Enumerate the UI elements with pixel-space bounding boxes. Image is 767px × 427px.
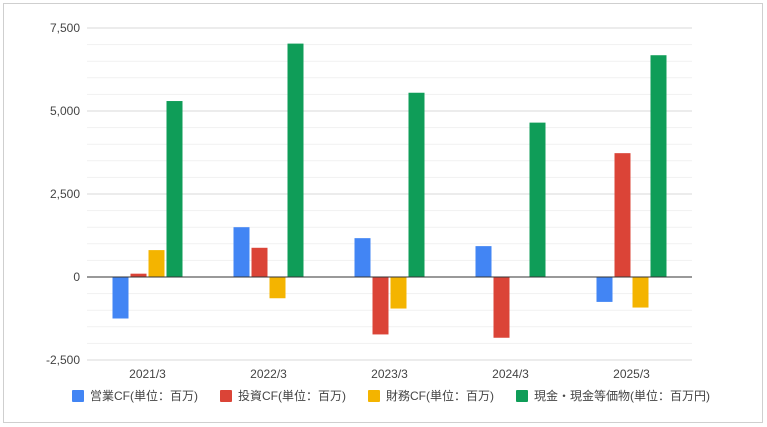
y-tick-label: 7,500 [50, 21, 80, 35]
bar[interactable] [287, 43, 304, 277]
x-tick-label: 2022/3 [250, 367, 287, 381]
legend-item[interactable]: 営業CF(単位：百万) [72, 388, 198, 403]
bar[interactable] [372, 277, 389, 335]
bar[interactable] [166, 101, 183, 277]
legend-item[interactable]: 現金・現金等価物(単位：百万円) [516, 388, 710, 403]
bar[interactable] [130, 273, 147, 277]
y-tick-label: -2,500 [46, 353, 80, 367]
legend-swatch [368, 390, 380, 402]
bar[interactable] [493, 277, 510, 338]
bar[interactable] [408, 92, 425, 278]
legend-item[interactable]: 投資CF(単位：百万) [220, 388, 346, 403]
legend-label: 投資CF(単位：百万) [238, 388, 346, 403]
y-tick-label: 5,000 [50, 104, 80, 118]
bar[interactable] [251, 247, 268, 277]
cash-flow-bar-chart: 7,500 5,000 2,500 0 -2,500 2021/3 2022/3 2023/3… [46, 21, 710, 403]
bar[interactable] [390, 277, 407, 309]
legend-swatch [516, 390, 528, 402]
y-tick-label: 0 [73, 270, 80, 284]
bar[interactable] [650, 55, 667, 277]
legend-label: 財務CF(単位：百万) [386, 388, 494, 403]
legend-swatch [220, 390, 232, 402]
bar[interactable] [529, 122, 546, 278]
x-tick-label: 2025/3 [613, 367, 650, 381]
bar[interactable] [112, 277, 129, 319]
legend-label: 営業CF(単位：百万) [90, 388, 198, 403]
bar[interactable] [475, 246, 492, 277]
bar[interactable] [148, 250, 165, 277]
bar[interactable] [269, 277, 286, 299]
bar[interactable] [354, 238, 371, 277]
bar[interactable] [596, 277, 613, 302]
x-tick-label: 2023/3 [371, 367, 408, 381]
bar[interactable] [614, 153, 631, 277]
legend-item[interactable]: 財務CF(単位：百万) [368, 388, 494, 403]
legend-swatch [72, 390, 84, 402]
x-tick-label: 2021/3 [129, 367, 166, 381]
bar[interactable] [632, 277, 649, 308]
bar[interactable] [233, 227, 250, 277]
legend-label: 現金・現金等価物(単位：百万円) [534, 388, 710, 403]
chart-frame: 7,500 5,000 2,500 0 -2,500 2021/3 2022/3 2023/3… [3, 3, 763, 423]
x-tick-label: 2024/3 [492, 367, 529, 381]
y-tick-label: 2,500 [50, 187, 80, 201]
